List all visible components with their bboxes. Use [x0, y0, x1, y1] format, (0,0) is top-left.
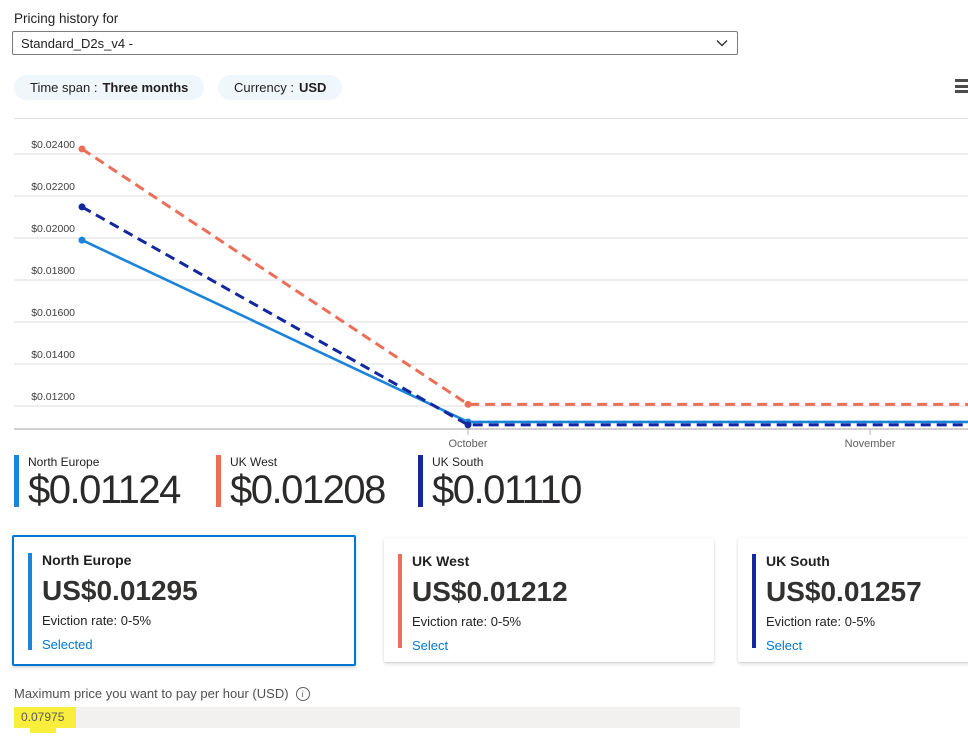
card-region-name: UK South: [766, 553, 830, 569]
legend-series-price: $0.01124: [28, 468, 181, 512]
max-price-input[interactable]: 0.07975: [14, 707, 740, 728]
series-color-bar: [14, 455, 19, 507]
currency-label: Currency :: [234, 80, 294, 95]
region-card-uk-west[interactable]: UK West US$0.01212 Eviction rate: 0-5% S…: [384, 538, 714, 662]
series-marker-uk-south: [78, 203, 86, 211]
chevron-down-icon: [716, 40, 728, 47]
time-span-value: Three months: [102, 80, 189, 95]
y-axis-tick-label: $0.02400: [31, 139, 75, 151]
legend-series-name: North Europe: [28, 455, 100, 469]
card-price: US$0.01257: [766, 576, 922, 607]
legend-series-price: $0.01110: [432, 468, 582, 512]
series-marker-uk-west: [78, 145, 86, 153]
highlight-mark: [30, 727, 56, 733]
legend-item-uk-south: UK South $0.01110: [418, 455, 582, 512]
select-link[interactable]: Select: [766, 638, 803, 653]
menu-bar: [955, 84, 968, 88]
chart-menu-icon[interactable]: [955, 79, 968, 96]
y-axis-tick-label: $0.01800: [31, 265, 75, 277]
selected-link[interactable]: Selected: [42, 637, 93, 652]
card-region-name: UK West: [412, 553, 470, 569]
y-axis-tick-label: $0.01400: [31, 349, 75, 361]
card-accent-bar: [398, 554, 402, 648]
series-line-uk-west: [81, 147, 968, 406]
series-line-uk-south: [81, 205, 968, 427]
pricing-history-chart: [14, 145, 968, 435]
legend-series-name: UK West: [230, 455, 278, 469]
time-span-label: Time span :: [30, 80, 98, 95]
x-axis-tick-label: October: [448, 438, 488, 450]
legend-item-north-europe: North Europe $0.01124: [14, 455, 181, 512]
menu-bar: [955, 79, 968, 82]
series-color-bar: [418, 455, 423, 507]
card-price: US$0.01295: [42, 575, 198, 606]
select-link[interactable]: Select: [412, 638, 449, 653]
y-axis-tick-label: $0.01600: [31, 307, 75, 319]
region-card-uk-south[interactable]: UK South US$0.01257 Eviction rate: 0-5% …: [738, 538, 968, 662]
section-divider: [14, 118, 968, 119]
series-marker-north-europe: [78, 236, 86, 244]
x-axis-tick-label: November: [844, 438, 896, 450]
legend-series-name: UK South: [432, 455, 484, 469]
max-price-value: 0.07975: [14, 707, 77, 728]
series-marker-uk-south: [464, 421, 472, 429]
vm-size-dropdown[interactable]: Standard_D2s_v4 -: [12, 31, 738, 55]
vm-size-dropdown-value: Standard_D2s_v4 -: [21, 35, 134, 51]
y-axis-tick-label: $0.02000: [31, 223, 75, 235]
card-price: US$0.01212: [412, 576, 568, 607]
page-title: Pricing history for: [14, 11, 119, 26]
currency-filter-pill[interactable]: Currency : USD: [218, 75, 343, 100]
card-region-name: North Europe: [42, 552, 132, 568]
y-axis-tick-label: $0.02200: [31, 181, 75, 193]
series-line-north-europe: [81, 238, 968, 424]
y-axis-tick-label: $0.01200: [31, 391, 75, 403]
series-color-bar: [216, 455, 221, 507]
max-price-label: Maximum price you want to pay per hour (…: [14, 686, 289, 701]
menu-bar: [955, 90, 968, 93]
card-eviction-rate: Eviction rate: 0-5%: [412, 614, 522, 629]
time-span-filter-pill[interactable]: Time span : Three months: [14, 75, 205, 100]
card-accent-bar: [752, 554, 756, 648]
card-eviction-rate: Eviction rate: 0-5%: [766, 614, 876, 629]
series-marker-uk-west: [464, 400, 472, 408]
legend-series-price: $0.01208: [230, 468, 386, 512]
card-eviction-rate: Eviction rate: 0-5%: [42, 613, 152, 628]
card-accent-bar: [28, 553, 32, 650]
currency-value: USD: [298, 80, 327, 95]
legend-item-uk-west: UK West $0.01208: [216, 455, 386, 512]
region-card-north-europe[interactable]: North Europe US$0.01295 Eviction rate: 0…: [12, 535, 356, 666]
info-icon[interactable]: i: [295, 686, 310, 701]
